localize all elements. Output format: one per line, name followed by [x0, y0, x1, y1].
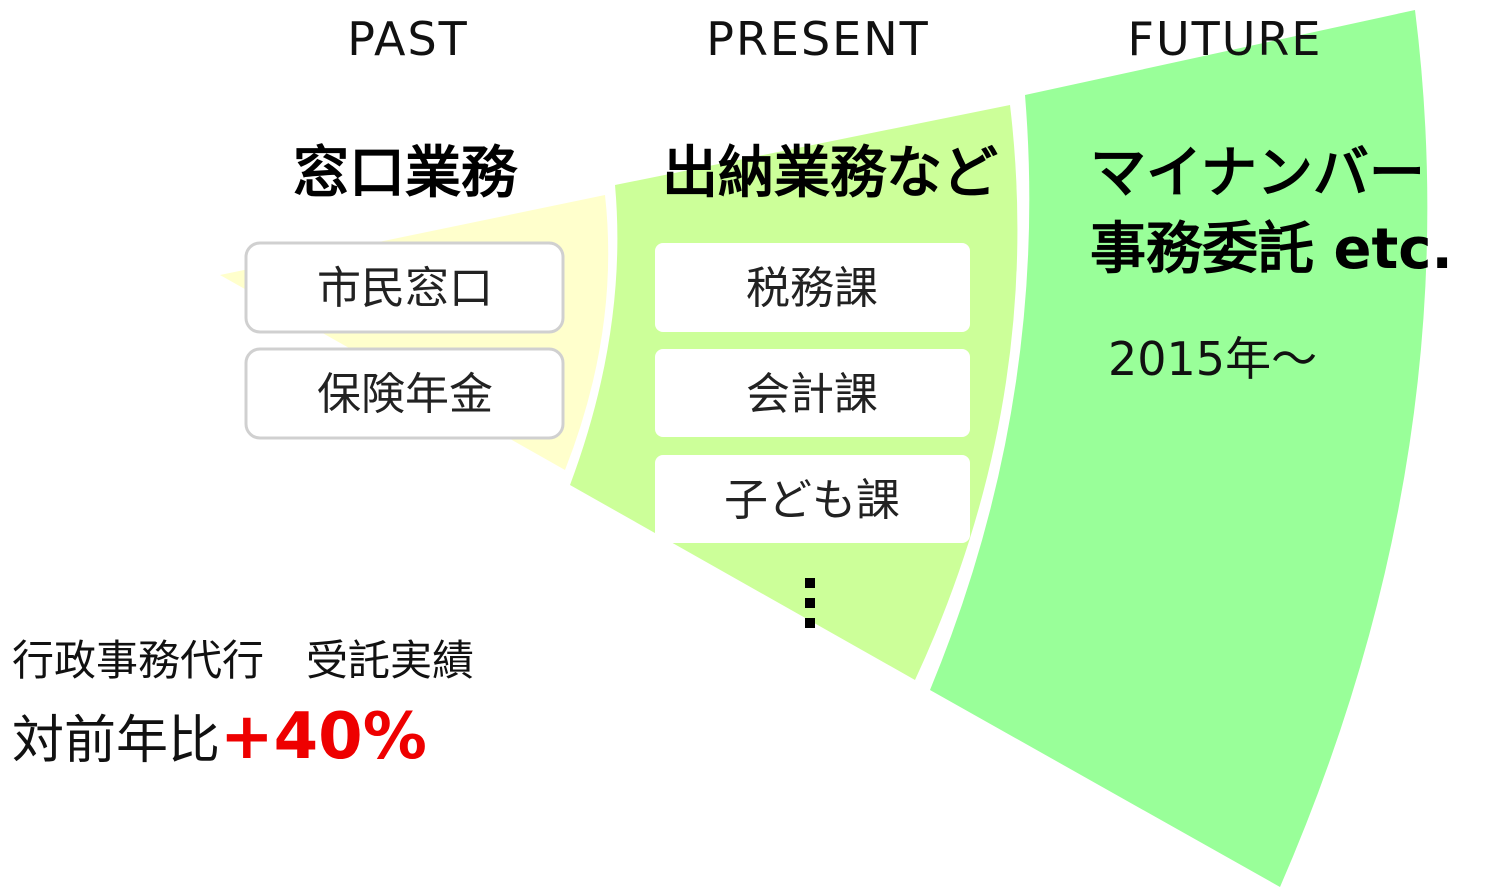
item-box [655, 455, 970, 543]
summary-label: 行政事務代行 受託実績 [12, 636, 474, 685]
summary-prefix: 対前年比 [12, 711, 220, 771]
item-label: 会計課 [746, 369, 878, 420]
item-label: 税務課 [746, 263, 878, 314]
heading: 出納業務など [662, 141, 998, 206]
summary-value: 対前年比+40% [12, 700, 427, 774]
heading: マイナンバー [1090, 141, 1425, 206]
item-box [244, 241, 565, 334]
item-label: 市民窓口 [317, 263, 493, 314]
heading: 事務委託 etc. [1090, 217, 1453, 282]
era-label: FUTURE [1128, 12, 1323, 66]
item-label: 保険年金 [317, 369, 493, 420]
since-label: 2015年～ [1108, 332, 1317, 386]
more-dots [805, 578, 815, 628]
item-box [244, 347, 565, 440]
heading: 窓口業務 [293, 141, 518, 206]
item-box [655, 349, 970, 437]
future-segment [930, 10, 1428, 887]
growth: +40% [220, 700, 427, 774]
era-label: PAST [347, 12, 469, 66]
item-label: 子ども課 [724, 475, 900, 526]
era-label: PRESENT [706, 12, 930, 66]
item-box [655, 243, 970, 332]
